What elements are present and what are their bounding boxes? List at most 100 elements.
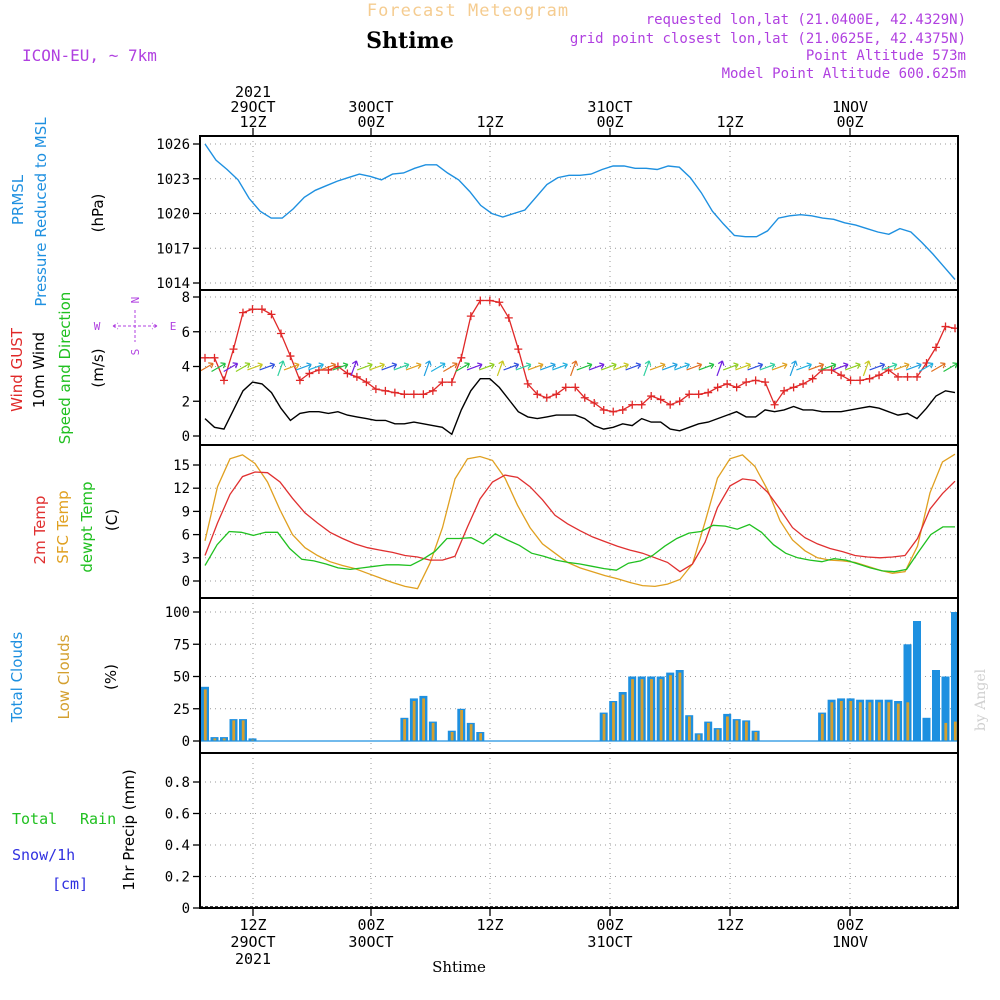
wind-arrow-11 [332,362,349,371]
wind-arrow-shape-40 [686,362,703,371]
gust-marker-1 [210,353,219,362]
low-cloud-bar-71 [877,702,881,741]
wind-arrow-24 [496,360,505,377]
wind-arrow-57 [893,362,910,371]
gust-marker-44 [618,405,627,414]
wind-arrow-shape-1 [211,362,226,373]
gust-marker-11 [305,369,314,378]
total-cloud-bar-76 [922,717,931,741]
wind-arrow-shape-15 [381,362,398,371]
low-cloud-bar-58 [754,732,758,741]
ytick-label-3-4: 100 [165,605,190,621]
wind-arrow-19 [430,362,446,373]
wind-arrow-5 [259,362,276,371]
time-label-top-1-0: 30OCT [348,98,393,116]
wind-arrow-shape-22 [466,362,483,371]
wind-arrow-shape-34 [613,362,629,371]
gust-marker-9 [286,352,295,361]
wind-arrow-shape-18 [423,360,432,377]
wind-arrow-34 [613,362,629,371]
low-cloud-bar-29 [479,733,482,741]
low-cloud-bar-23 [422,698,425,741]
gust-marker-63 [799,379,808,388]
gust-marker-45 [628,400,637,409]
label-snow: Snow/1h [12,846,75,864]
wind-arrow-shape-49 [796,362,812,371]
label-percent: (%) [102,664,120,690]
wind-arrow-shape-35 [625,362,642,371]
axis-layer: 1014 1017 1020 1023 1026 0 2 4 6 8 0 3 6 9 12 15 0 25 50 75… [156,83,868,968]
panel-frame-0 [199,135,959,291]
wind-arrow-33 [600,362,617,371]
wind-arrow-shape-9 [308,362,324,371]
low-cloud-bar-68 [849,701,853,741]
wind-arrow-shape-28 [539,362,556,371]
time-label-top-3-1: 00Z [596,113,623,131]
model-name: ICON-EU, ~ 7km [22,46,157,65]
wind-arrow-shape-51 [820,362,837,371]
label-pressure-msl: Pressure Reduced to MSL [32,117,50,307]
wind-arrow-48 [789,360,798,377]
wind-arrow-10 [320,362,337,371]
gust-marker-25 [438,378,447,387]
label-wind-gust: Wind GUST [8,327,26,412]
wind-arrow-2 [223,362,239,373]
wind-arrow-8 [295,362,312,371]
wind-arrow-shape-33 [600,362,617,371]
time-label-top-2-0: 12Z [476,113,503,131]
wind-arrow-shape-16 [393,362,410,371]
low-cloud-bar-69 [858,702,862,741]
time-label-bottom-1-0: 00Z [357,916,384,934]
low-cloud-bar-43 [612,702,615,741]
gust-marker-48 [656,395,665,404]
wind-arrow-shape-8 [295,362,312,371]
gust-marker-50 [675,397,684,406]
wind-arrow-shape-43 [722,362,739,371]
wind-arrow-shape-58 [905,362,922,371]
low-cloud-bar-24 [431,722,435,741]
low-cloud-bar-28 [469,724,473,741]
compass-east: E [170,320,177,333]
wind-line [204,378,956,436]
low-cloud-bar-51 [688,716,691,741]
time-label-top-3-0: 31OCT [587,98,632,116]
gust-marker-53 [704,388,713,397]
wind-arrow-shape-12 [350,360,359,377]
wind-arrow-22 [466,362,483,371]
gust-marker-47 [647,392,656,401]
time-label-top-5-1: 00Z [836,113,863,131]
gust-marker-64 [808,374,817,383]
wind-arrow-shape-45 [747,362,764,371]
temp-2m-line [204,471,956,573]
low-cloud-bar-53 [707,722,710,741]
label-dewpt-temp: dewpt Temp [78,481,96,572]
ytick-label-2-4: 12 [173,481,190,497]
ytick-label-3-0: 0 [182,734,190,750]
sfc-temp-line [204,453,956,590]
location-title: Shtime [366,28,454,54]
point-altitude: Point Altitude 573m [806,48,966,64]
wind-arrow-36 [643,360,652,377]
total-cloud-bar-78 [941,676,950,741]
ytick-label-2-1: 3 [182,551,190,567]
wind-arrow-shape-38 [661,362,678,371]
wind-arrow-shape-55 [869,362,886,371]
wind-arrow-shape-60 [931,362,946,373]
gust-marker-37 [552,390,561,399]
low-cloud-bar-4 [241,720,245,741]
wind-arrow-shape-42 [716,360,725,377]
label-total-clouds: Total Clouds [8,632,26,724]
low-cloud-bar-78 [944,722,948,741]
gust-marker-5 [248,305,257,314]
wind-arrow-32 [588,362,605,371]
gust-marker-24 [428,386,437,395]
low-cloud-bar-74 [906,702,910,741]
gust-marker-16 [352,372,361,381]
wind-arrow-17 [405,362,422,371]
wind-arrow-14 [369,362,385,371]
time-label-bottom-5-1: 1NOV [832,933,868,951]
wind-arrow-shape-4 [247,362,263,371]
gust-marker-4 [238,308,247,317]
label-cm: [cm] [52,875,88,893]
time-label-bottom-0-2: 2021 [235,950,271,968]
